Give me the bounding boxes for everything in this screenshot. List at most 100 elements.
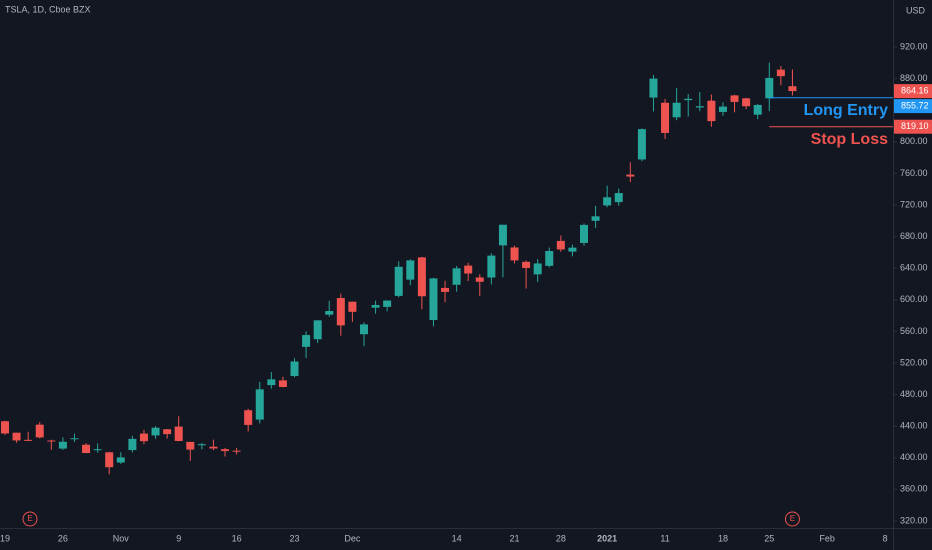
candle-body [35, 424, 44, 438]
candle-body [24, 439, 33, 441]
candle-body [580, 224, 588, 243]
candle-body [209, 446, 218, 449]
candle-body [151, 427, 160, 436]
level-label: Long Entry [804, 102, 889, 119]
candle-body [429, 278, 438, 321]
x-tick-label: 11 [660, 533, 669, 543]
candle-body [93, 449, 102, 451]
candle-body [753, 104, 762, 115]
candle-body [1, 421, 9, 434]
candle-body [325, 311, 334, 315]
candle-body [649, 78, 658, 98]
candle-body [221, 449, 230, 452]
y-tick-label: 360.00 [900, 484, 928, 494]
candle-body [591, 216, 600, 221]
candle-body [244, 410, 253, 425]
candle-body [116, 457, 125, 463]
candle-body [255, 389, 264, 420]
candle-body [742, 98, 751, 107]
candle-body [267, 379, 276, 386]
candle-body [371, 305, 380, 308]
candle-body [707, 100, 716, 122]
y-tick-label: 760.00 [900, 168, 928, 178]
y-tick-label: 560.00 [900, 326, 928, 336]
candle-body [533, 263, 542, 275]
chart-title: TSLA, 1D, Cboe BZX [5, 4, 91, 14]
candle-body [441, 287, 450, 292]
x-tick-label: 28 [556, 533, 566, 543]
currency[interactable]: USD [906, 5, 926, 15]
level-label: Stop Loss [811, 131, 888, 148]
candle-body [278, 380, 287, 387]
candle-body [603, 197, 612, 206]
y-tick-label: 640.00 [900, 263, 928, 273]
candle-body [475, 277, 484, 282]
candle-body [336, 298, 345, 326]
y-tick-label: 800.00 [900, 136, 928, 146]
candle-body [718, 106, 727, 112]
x-tick-label: Dec [344, 533, 361, 543]
candle-body [313, 320, 322, 340]
candle-body [510, 247, 519, 261]
candle-body [70, 438, 79, 440]
x-tick-label: 8 [883, 533, 888, 543]
earnings-label: E [790, 514, 795, 523]
y-tick-label: 720.00 [900, 199, 928, 209]
candle-body [406, 260, 415, 280]
candle-body [290, 361, 299, 377]
candle-body [174, 426, 183, 441]
price-box-label: 819.10 [901, 121, 929, 131]
y-tick-label: 480.00 [900, 389, 928, 399]
x-tick-label: 19 [0, 533, 10, 543]
x-tick-label: Nov [113, 533, 130, 543]
candle-body [498, 224, 507, 246]
y-tick-label: 600.00 [900, 294, 928, 304]
candle-body [464, 265, 473, 274]
x-tick-label: 21 [510, 533, 520, 543]
candle-body [487, 255, 496, 278]
x-tick-label: 18 [718, 533, 728, 543]
x-tick-label: 26 [58, 533, 68, 543]
x-tick-label: 9 [176, 533, 181, 543]
y-tick-label: 680.00 [900, 231, 928, 241]
candle-body [730, 95, 739, 102]
candle-body [556, 240, 565, 250]
candle-body [776, 69, 785, 77]
price-box [894, 99, 932, 114]
x-tick-label: 2021 [597, 533, 617, 543]
candle-body [58, 441, 67, 449]
candle-body [139, 433, 148, 442]
price-box [894, 119, 932, 134]
y-tick-label: 400.00 [900, 452, 928, 462]
candle-body [82, 444, 91, 454]
x-tick-label: 14 [452, 533, 462, 543]
y-tick-label: 320.00 [900, 515, 928, 525]
earnings-marker [22, 511, 38, 527]
candle-body [105, 452, 114, 468]
candle-body [163, 429, 172, 435]
candle-body [302, 335, 311, 347]
candle-body [394, 266, 403, 296]
x-tick-label: 23 [289, 533, 299, 543]
candle-body [637, 129, 646, 160]
candle-body [626, 174, 635, 177]
candle-body [661, 102, 670, 133]
y-tick-label: 920.00 [900, 41, 928, 51]
candle-body [383, 300, 392, 307]
earnings-marker [784, 511, 800, 527]
candle-body [684, 98, 693, 101]
candle-body [765, 77, 774, 99]
price-box-label: 855.72 [901, 100, 929, 110]
x-tick-label: Feb [819, 533, 835, 543]
candle-body [545, 250, 554, 266]
earnings-label: E [27, 514, 32, 523]
candle-body [197, 444, 206, 446]
y-tick-label: 520.00 [900, 357, 928, 367]
candle-body [359, 324, 368, 335]
price-box-label: 864.16 [901, 85, 929, 95]
candle-body [672, 102, 681, 118]
candle-body [452, 268, 461, 285]
candle-body [128, 438, 137, 451]
